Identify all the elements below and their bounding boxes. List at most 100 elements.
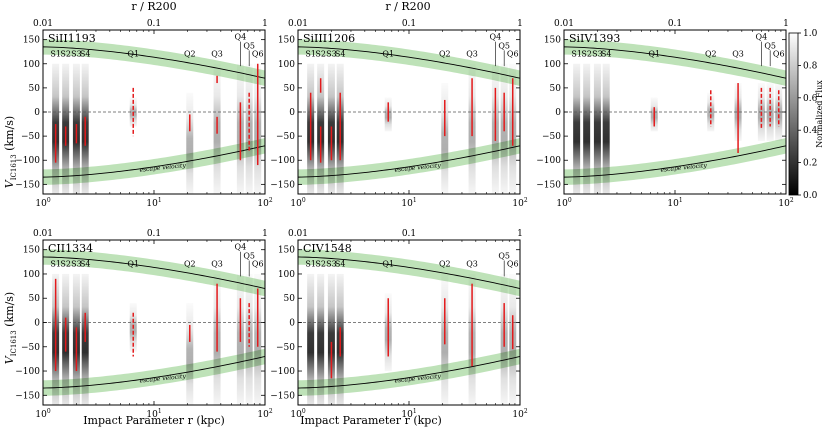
y-axis-label-top: VIC1613 (km/s): [3, 116, 18, 188]
ytick-label: 100: [23, 270, 40, 280]
ytick-label: −50: [21, 343, 40, 353]
sightline-label-Q6: Q6: [773, 50, 785, 59]
sightline-label-S4: S4: [335, 50, 346, 59]
sightline-label-S4: S4: [601, 50, 612, 59]
ytick-label: 150: [278, 246, 295, 256]
sightline-shade-Q2: [441, 83, 449, 194]
sightline-shade-S3: [593, 63, 601, 194]
top-xtick-label: 1: [517, 229, 523, 239]
escape-curve-lower: [564, 145, 786, 178]
top-xtick-label: 0.01: [288, 19, 308, 29]
sightline-label-S1: S1: [305, 260, 316, 269]
ytick-label: −150: [270, 180, 295, 190]
escape-band-upper: [43, 249, 265, 297]
plot-area: escape velocity: [298, 39, 520, 194]
sightline-label-Q6: Q6: [252, 50, 264, 59]
ytick-label: 50: [284, 294, 296, 304]
colorbar: 0.0 0.2 0.4 0.6 0.8 1.0 Normalized Flux: [788, 29, 824, 201]
escape-velocity-label: escape velocity: [139, 162, 187, 174]
escape-velocity-label: escape velocity: [139, 373, 187, 385]
sightline-label-Q4: Q4: [756, 33, 768, 42]
top-xtick-label: 0.01: [33, 229, 53, 239]
ytick-label: 0: [289, 108, 295, 118]
sightline-label-Q3: Q3: [732, 50, 744, 59]
sightline-label-Q6: Q6: [252, 260, 264, 269]
sightline-shade-S2: [317, 273, 325, 405]
sightline-label-S2: S2: [60, 50, 71, 59]
sightline-label-Q6: Q6: [507, 260, 519, 269]
colorbar-ticks: 0.0 0.2 0.4 0.6 0.8 1.0: [798, 29, 818, 201]
xtick-label: 102: [512, 408, 527, 420]
colorbar-tick-label: 0.2: [803, 159, 817, 169]
colorbar-tick-label: 0.8: [803, 61, 818, 71]
ytick-label: 0: [289, 319, 295, 329]
panel-title: CIV1548: [303, 242, 352, 255]
colorbar-tick-label: 0.6: [803, 94, 818, 104]
sightline-label-Q1: Q1: [127, 260, 139, 269]
xtick-label: 101: [401, 197, 416, 209]
escape-curve-upper: [43, 46, 265, 79]
sightline-shade-S1: [307, 273, 315, 405]
sightline-label-Q5: Q5: [498, 251, 510, 260]
sightline-label-Q1: Q1: [127, 50, 139, 59]
escape-velocity-label: escape velocity: [394, 162, 442, 174]
escape-curve-lower: [298, 356, 520, 389]
top-xtick-label: 0.1: [147, 229, 161, 239]
colorbar-tick-label: 0.4: [803, 126, 818, 136]
ytick-label: 0: [34, 108, 40, 118]
escape-band-lower: [298, 138, 520, 185]
sightline-label-S2: S2: [581, 50, 592, 59]
ytick-label: 100: [278, 60, 295, 70]
ytick-label: −50: [276, 132, 295, 142]
xtick-label: 101: [667, 197, 682, 209]
sightline-label-S2: S2: [315, 50, 326, 59]
escape-band-upper: [298, 249, 520, 297]
ytick-label: −50: [276, 343, 295, 353]
sightline-label-Q1: Q1: [648, 50, 660, 59]
sightline-label-Q2: Q2: [184, 50, 196, 59]
escape-band-lower: [43, 138, 265, 185]
sightline-label-Q2: Q2: [439, 50, 451, 59]
plot-area: escape velocity: [43, 249, 265, 405]
top-xtick-label: 0.1: [147, 19, 161, 29]
escape-band-upper: [564, 39, 786, 86]
sightline-shade-S2: [583, 63, 591, 194]
xtick-label: 102: [778, 197, 793, 209]
sightline-label-Q1: Q1: [382, 260, 394, 269]
xtick-label: 101: [401, 408, 416, 420]
top-xtick-label: 0.1: [668, 19, 682, 29]
plot-area: escape velocity: [564, 39, 786, 194]
ytick-label: 150: [23, 246, 40, 256]
escape-curve-upper: [43, 256, 265, 289]
ytick-label: −100: [270, 367, 295, 377]
sightline-label-S2: S2: [315, 260, 326, 269]
sightline-label-Q1: Q1: [382, 50, 394, 59]
colorbar-gradient: [788, 32, 799, 196]
escape-band-lower: [298, 348, 520, 396]
sightline-shade-S4: [602, 63, 610, 194]
xtick-label: 101: [146, 197, 161, 209]
xtick-label: 102: [512, 197, 527, 209]
panel-title: SiII1193: [48, 32, 96, 45]
escape-velocity-label: escape velocity: [394, 373, 442, 385]
xtick-label: 100: [556, 197, 571, 209]
sightline-label-S4: S4: [335, 260, 346, 269]
ytick-label: 50: [284, 84, 296, 94]
sightline-label-Q3: Q3: [466, 50, 478, 59]
sightline-label-S3: S3: [71, 50, 82, 59]
xtick-label: 100: [290, 408, 305, 420]
sightline-label-S1: S1: [50, 260, 61, 269]
panel-title: SiIII1206: [303, 32, 355, 45]
top-xtick-label: 1: [517, 19, 523, 29]
sightline-label-S3: S3: [592, 50, 603, 59]
sightline-shade-S1: [573, 63, 581, 194]
ytick-label: −150: [270, 391, 295, 401]
escape-band-lower: [43, 348, 265, 396]
plot-area: escape velocity: [298, 249, 520, 405]
top-axis-label-2: r / R200: [385, 0, 430, 13]
sightline-label-Q4: Q4: [490, 33, 502, 42]
